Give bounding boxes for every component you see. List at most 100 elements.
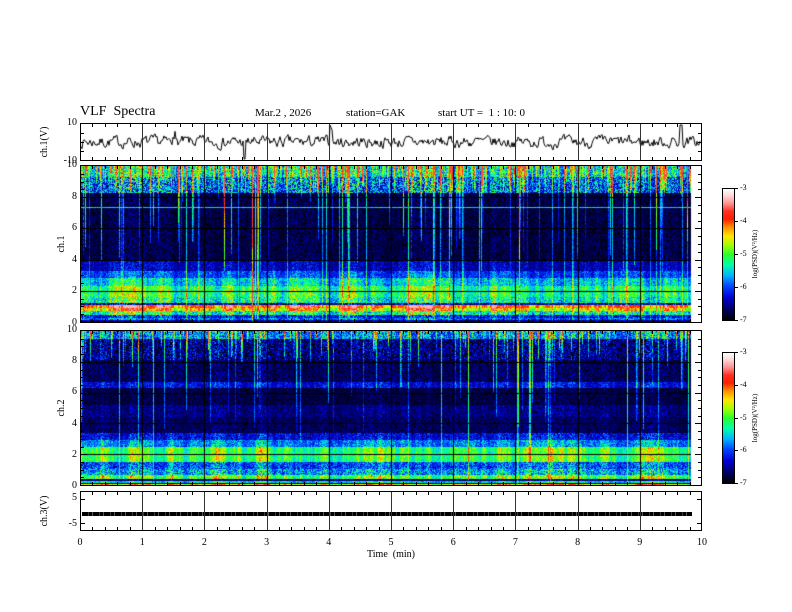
minor-x-tick bbox=[491, 157, 492, 160]
minor-x-tick bbox=[105, 124, 106, 127]
minor-x-tick bbox=[466, 157, 467, 160]
minor-x-tick bbox=[130, 319, 131, 322]
y-tick bbox=[698, 477, 701, 478]
minor-x-tick bbox=[117, 319, 118, 322]
minor-x-tick bbox=[279, 157, 280, 160]
minute-gridline bbox=[267, 492, 268, 530]
minor-x-tick bbox=[92, 157, 93, 160]
minor-x-tick bbox=[155, 527, 156, 530]
plot-date: Mar.2 , 2026 bbox=[255, 107, 312, 119]
y-tick bbox=[698, 189, 701, 190]
x-tick-label: 1 bbox=[139, 537, 145, 548]
minor-x-tick bbox=[180, 124, 181, 127]
minor-x-tick bbox=[291, 492, 292, 495]
minor-x-tick bbox=[416, 124, 417, 127]
minor-x-tick bbox=[652, 482, 653, 485]
minor-x-tick bbox=[540, 482, 541, 485]
y-tick bbox=[698, 462, 701, 463]
x-tick-label: 2 bbox=[201, 537, 207, 548]
minute-gridline bbox=[515, 124, 516, 160]
minor-x-tick bbox=[503, 124, 504, 127]
minor-x-tick bbox=[167, 492, 168, 495]
minor-x-tick bbox=[590, 331, 591, 334]
y-tick bbox=[81, 228, 87, 229]
minor-x-tick bbox=[503, 319, 504, 322]
minor-x-tick bbox=[304, 124, 305, 127]
minor-x-tick bbox=[491, 124, 492, 127]
minor-x-tick bbox=[242, 527, 243, 530]
minor-x-tick bbox=[665, 124, 666, 127]
ch3-waveform-panel bbox=[80, 491, 702, 531]
minor-x-tick bbox=[180, 482, 181, 485]
minor-x-tick bbox=[615, 157, 616, 160]
minute-gridline bbox=[640, 124, 641, 160]
minor-x-tick bbox=[242, 166, 243, 169]
minute-gridline bbox=[640, 492, 641, 530]
minor-x-tick bbox=[130, 492, 131, 495]
y-tick bbox=[695, 260, 701, 261]
minor-x-tick bbox=[503, 527, 504, 530]
minor-x-tick bbox=[379, 482, 380, 485]
y-tick bbox=[81, 205, 84, 206]
minute-gridline bbox=[267, 124, 268, 160]
y-tick bbox=[81, 499, 85, 500]
minor-x-tick bbox=[366, 166, 367, 169]
minor-x-tick bbox=[565, 492, 566, 495]
y-tick bbox=[698, 252, 701, 253]
minor-x-tick bbox=[291, 124, 292, 127]
minor-x-tick bbox=[466, 331, 467, 334]
minor-x-tick bbox=[254, 331, 255, 334]
ch3-signal-trace bbox=[82, 512, 692, 516]
minor-x-tick bbox=[403, 492, 404, 495]
y-tick bbox=[81, 423, 87, 424]
y-tick bbox=[698, 470, 701, 471]
minor-x-tick bbox=[366, 482, 367, 485]
minor-x-tick bbox=[503, 157, 504, 160]
minor-x-tick bbox=[92, 124, 93, 127]
minor-x-tick bbox=[652, 527, 653, 530]
y-tick bbox=[698, 151, 701, 152]
minor-x-tick bbox=[478, 166, 479, 169]
y-tick bbox=[698, 182, 701, 183]
minute-gridline bbox=[391, 492, 392, 530]
minor-x-tick bbox=[665, 166, 666, 169]
minor-x-tick bbox=[105, 157, 106, 160]
minor-x-tick bbox=[117, 482, 118, 485]
x-tick-label: 9 bbox=[637, 537, 643, 548]
minor-x-tick bbox=[217, 482, 218, 485]
minor-x-tick bbox=[279, 492, 280, 495]
y-tick bbox=[695, 393, 701, 394]
minor-x-tick bbox=[466, 166, 467, 169]
minor-x-tick bbox=[92, 527, 93, 530]
minor-x-tick bbox=[652, 331, 653, 334]
minor-x-tick bbox=[403, 331, 404, 334]
y-tick bbox=[81, 447, 84, 448]
minor-x-tick bbox=[279, 527, 280, 530]
minor-x-tick bbox=[478, 527, 479, 530]
minor-x-tick bbox=[155, 331, 156, 334]
y-tick bbox=[698, 267, 701, 268]
minor-x-tick bbox=[304, 482, 305, 485]
minor-x-tick bbox=[441, 157, 442, 160]
minor-x-tick bbox=[167, 331, 168, 334]
minor-x-tick bbox=[379, 166, 380, 169]
minor-x-tick bbox=[217, 492, 218, 495]
minor-x-tick bbox=[590, 166, 591, 169]
minor-x-tick bbox=[466, 482, 467, 485]
minor-x-tick bbox=[677, 527, 678, 530]
minor-x-tick bbox=[167, 166, 168, 169]
colorbar-tick-label: -5 bbox=[740, 249, 747, 258]
y-tick bbox=[695, 197, 701, 198]
minor-x-tick bbox=[627, 166, 628, 169]
minor-x-tick bbox=[602, 124, 603, 127]
y-tick bbox=[81, 299, 84, 300]
minor-x-tick bbox=[180, 166, 181, 169]
minor-x-tick bbox=[366, 157, 367, 160]
y-tick bbox=[81, 393, 87, 394]
minor-x-tick bbox=[254, 492, 255, 495]
minor-x-tick bbox=[590, 527, 591, 530]
minute-gridline bbox=[453, 124, 454, 160]
minor-x-tick bbox=[478, 157, 479, 160]
minute-gridline bbox=[204, 124, 205, 160]
y-tick bbox=[81, 470, 84, 471]
